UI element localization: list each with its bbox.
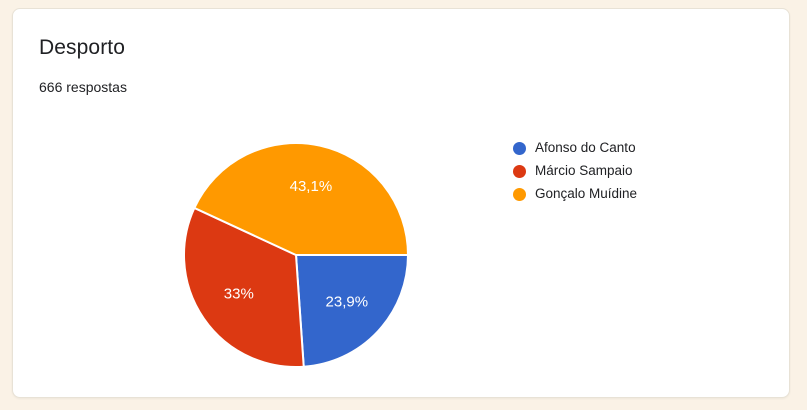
legend-item-label: Gonçalo Muídine — [535, 186, 638, 202]
pie-chart-svg: 23,9% 33% 43,1% — [183, 142, 410, 368]
page-title: Desporto — [39, 36, 126, 59]
legend-item[interactable]: Márcio Sampaio — [513, 160, 753, 182]
pie-chart: 23,9% 33% 43,1% Afonso do Canto Márcio Samp… — [13, 109, 789, 397]
chart-legend: Afonso do Canto Márcio Sampaio Gonçalo Muí… — [513, 137, 753, 206]
chart-card: Desporto 666 respostas 23,9% 33% 43,1% Afo… — [12, 8, 790, 398]
legend-color-swatch-icon — [513, 164, 526, 178]
legend-item-label: Afonso do Canto — [535, 140, 636, 156]
pie-slice[interactable] — [183, 206, 305, 368]
pie-slice[interactable] — [193, 142, 410, 256]
pie-slice-label: 23,9% — [326, 293, 369, 310]
legend-item[interactable]: Gonçalo Muídine — [513, 183, 753, 205]
pie-slice-label: 33% — [224, 285, 254, 302]
legend-color-swatch-icon — [513, 141, 526, 155]
pie-slice-label: 43,1% — [290, 178, 333, 195]
legend-item[interactable]: Afonso do Canto — [513, 137, 753, 159]
legend-color-swatch-icon — [513, 187, 526, 201]
response-count: 666 respostas — [39, 79, 127, 95]
legend-item-label: Márcio Sampaio — [535, 163, 633, 179]
pie-slice[interactable] — [294, 254, 410, 368]
